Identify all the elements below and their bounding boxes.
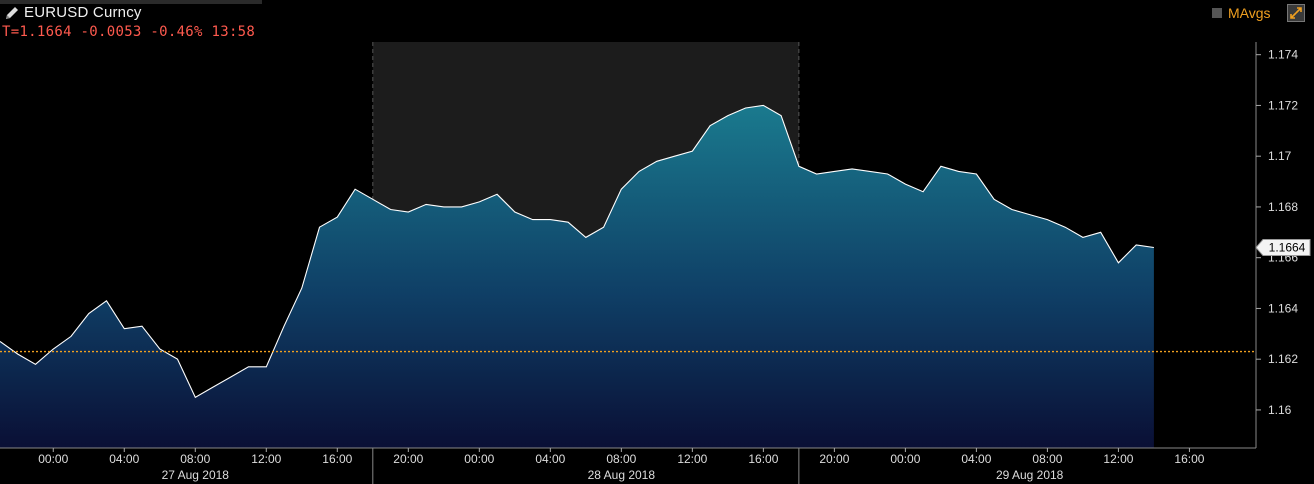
legend-swatch bbox=[1212, 8, 1222, 18]
last-price-label: 1.1664 bbox=[1269, 241, 1306, 255]
toolbar-strip bbox=[0, 0, 262, 4]
chart-header: EURUSD Curncy T=1.1664 -0.0053 -0.46% 13… bbox=[0, 0, 1314, 42]
price-area bbox=[0, 105, 1154, 449]
x-tick-label: 16:00 bbox=[748, 452, 778, 466]
y-tick-label: 1.174 bbox=[1268, 48, 1298, 62]
y-tick-label: 1.164 bbox=[1268, 301, 1298, 315]
last-price-tag: 1.1664 bbox=[1255, 239, 1311, 257]
last-price-box bbox=[1255, 239, 1311, 257]
price-line bbox=[0, 104, 1154, 399]
x-tick-label: 08:00 bbox=[180, 452, 210, 466]
x-tick-label: 20:00 bbox=[393, 452, 423, 466]
x-tick-label: 00:00 bbox=[890, 452, 920, 466]
expand-icon[interactable] bbox=[1287, 4, 1305, 22]
x-tick-label: 00:00 bbox=[38, 452, 68, 466]
x-tick-label: 00:00 bbox=[464, 452, 494, 466]
x-tick-label: 20:00 bbox=[819, 452, 849, 466]
price-quote: T=1.1664 -0.0053 -0.46% 13:58 bbox=[2, 24, 256, 40]
y-tick-label: 1.168 bbox=[1268, 200, 1298, 214]
y-tick-label: 1.162 bbox=[1268, 352, 1298, 366]
x-tick-label: 04:00 bbox=[961, 452, 991, 466]
y-tick-label: 1.16 bbox=[1268, 403, 1292, 417]
mavgs-label: MAvgs bbox=[1228, 5, 1271, 21]
y-tick-label: 1.172 bbox=[1268, 98, 1298, 112]
x-tick-label: 12:00 bbox=[677, 452, 707, 466]
pencil-icon[interactable] bbox=[4, 5, 20, 21]
x-tick-label: 04:00 bbox=[109, 452, 139, 466]
date-label: 29 Aug 2018 bbox=[996, 468, 1064, 482]
x-axis: 00:00 04:00 08:00 12:00 16:00 20:00 00:00 04:00… bbox=[0, 447, 1256, 484]
mavgs-toggle[interactable]: MAvgs bbox=[1212, 4, 1271, 22]
x-tick-label: 04:00 bbox=[535, 452, 565, 466]
x-tick-label: 08:00 bbox=[606, 452, 636, 466]
x-tick-label: 12:00 bbox=[1103, 452, 1133, 466]
x-tick-label: 08:00 bbox=[1032, 452, 1062, 466]
date-label: 27 Aug 2018 bbox=[162, 468, 230, 482]
x-tick-label: 12:00 bbox=[251, 452, 281, 466]
ticker-title: EURUSD Curncy bbox=[24, 4, 142, 21]
x-tick-label: 16:00 bbox=[1174, 452, 1204, 466]
x-tick-label: 16:00 bbox=[322, 452, 352, 466]
date-label: 28 Aug 2018 bbox=[588, 468, 656, 482]
y-tick-label: 1.17 bbox=[1268, 149, 1292, 163]
